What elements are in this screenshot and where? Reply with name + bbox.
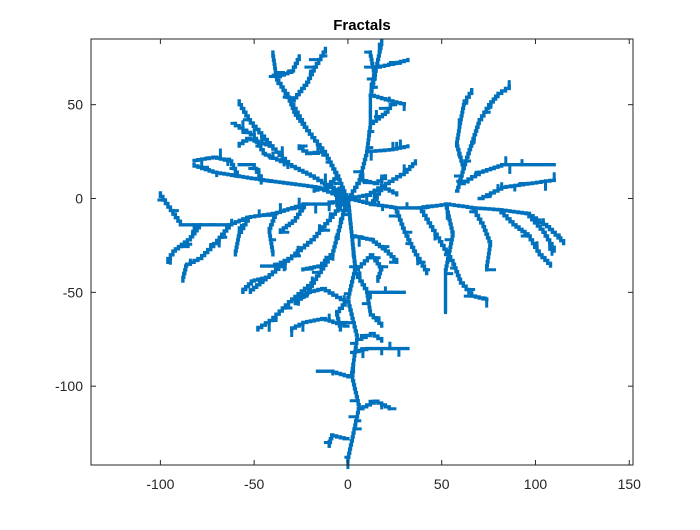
fractal-twigs-44 — [272, 260, 286, 272]
chart-title: Fractals — [333, 17, 391, 34]
fractal-twigs-33 — [304, 54, 328, 77]
y-tick-label: 50 — [67, 97, 83, 113]
fractal-twigs-34 — [271, 69, 294, 77]
fractal-branch-35 — [233, 121, 294, 167]
fractal-branch-3 — [346, 39, 384, 201]
fractal-branch-40 — [181, 223, 234, 283]
fractal-twigs-14 — [290, 313, 331, 337]
fractal-twigs-11 — [315, 369, 355, 378]
fractal-twigs-24 — [457, 95, 469, 157]
fractal-branch-36 — [237, 136, 275, 148]
fractal-twigs-29 — [387, 61, 402, 66]
fractal-branch-18 — [470, 206, 493, 272]
fractal-twigs-25 — [481, 172, 556, 199]
fractal-twigs-30 — [364, 50, 378, 93]
fractal-twigs-35 — [230, 120, 290, 169]
x-tick-label: 100 — [524, 476, 548, 492]
fractal-twigs-31 — [297, 144, 324, 155]
fractal-branch-41 — [166, 223, 204, 264]
x-tick-label: -100 — [146, 476, 174, 492]
x-tick-label: 0 — [344, 476, 352, 492]
fractal-twigs-55 — [335, 197, 340, 209]
fractal-twigs-53 — [322, 180, 336, 186]
fractal-twigs-37 — [200, 148, 237, 170]
fractal-twigs-10 — [360, 341, 401, 359]
y-tick-label: -100 — [55, 378, 83, 394]
y-axis: -100 -50 0 50 — [55, 97, 633, 394]
fractal-twigs-18 — [469, 210, 496, 272]
fractal-branch-1 — [158, 191, 350, 227]
fractal-twigs-19 — [388, 214, 431, 272]
fractal-branch-20 — [496, 208, 553, 268]
fractal-branch-26 — [365, 144, 410, 154]
fractal-twigs-43 — [278, 206, 306, 234]
fractal-twigs-17 — [443, 210, 455, 315]
fractal-twigs-16 — [433, 232, 489, 308]
fractal-twigs-38 — [248, 167, 263, 185]
fractal-branch-24 — [455, 88, 474, 171]
fractal-branch-32 — [286, 91, 309, 129]
fractal-branch-42 — [267, 211, 279, 257]
fractal-twigs-48 — [353, 235, 399, 264]
fractal-branch-27 — [368, 99, 395, 126]
fractal-twigs-28 — [387, 96, 406, 111]
fractal-branch-51 — [355, 331, 384, 343]
fractal-twigs-41 — [168, 229, 195, 265]
fractal-branch-45 — [241, 275, 271, 294]
fractal-branch-14 — [290, 316, 350, 332]
fractal-twigs-27 — [373, 103, 398, 121]
fractal-branch-16 — [417, 206, 489, 302]
y-tick-label: -50 — [63, 284, 83, 300]
y-tick-label: 0 — [75, 191, 83, 207]
fractal-twigs-40 — [182, 235, 228, 279]
fractal-branch-57 — [368, 185, 399, 206]
fractal-twigs-57 — [373, 191, 379, 202]
x-tick-label: 150 — [618, 476, 642, 492]
fractal-twigs-23 — [453, 80, 511, 178]
fractal-branch-17 — [443, 202, 455, 313]
fractal-twigs-39 — [237, 224, 243, 238]
fractal-twigs-13 — [323, 439, 332, 448]
data-layer — [157, 39, 566, 469]
plot-area — [91, 39, 633, 465]
x-axis: -100 -50 0 50 100 150 — [146, 39, 641, 492]
fractal-twigs-12 — [368, 399, 397, 411]
fractal-twigs-20 — [499, 211, 539, 253]
fractal-branch-53 — [312, 174, 341, 193]
x-tick-label: -50 — [244, 476, 264, 492]
axes-box — [90, 38, 634, 466]
x-tick-label: 50 — [434, 476, 450, 492]
fractal-twigs-49 — [349, 256, 389, 283]
fractal-branch-33 — [290, 46, 328, 103]
fractal-twigs-21 — [548, 242, 554, 256]
fractal-branch-50 — [365, 290, 384, 328]
fractal-twigs-46 — [307, 276, 314, 295]
fractal-twigs-26 — [369, 139, 402, 161]
fractal-twigs-54 — [361, 173, 387, 185]
fractal-branch-22 — [458, 163, 556, 186]
fractal-twigs-50 — [361, 302, 381, 320]
